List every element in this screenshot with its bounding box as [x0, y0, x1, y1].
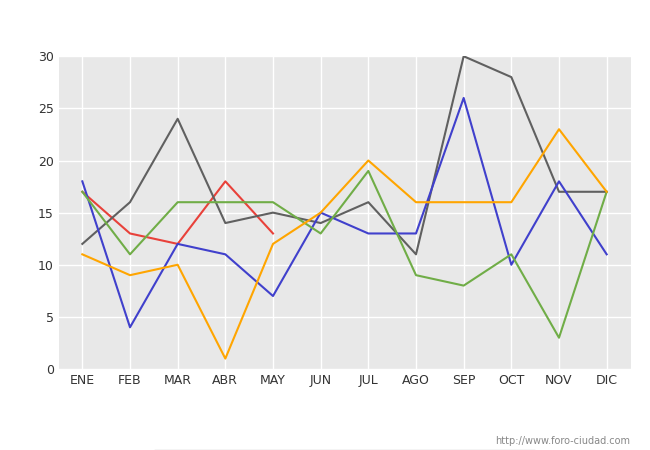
Text: Matriculaciones de Vehiculos en l'Olleria: Matriculaciones de Vehiculos en l'Olleri… [157, 21, 493, 40]
Text: http://www.foro-ciudad.com: http://www.foro-ciudad.com [495, 436, 630, 446]
